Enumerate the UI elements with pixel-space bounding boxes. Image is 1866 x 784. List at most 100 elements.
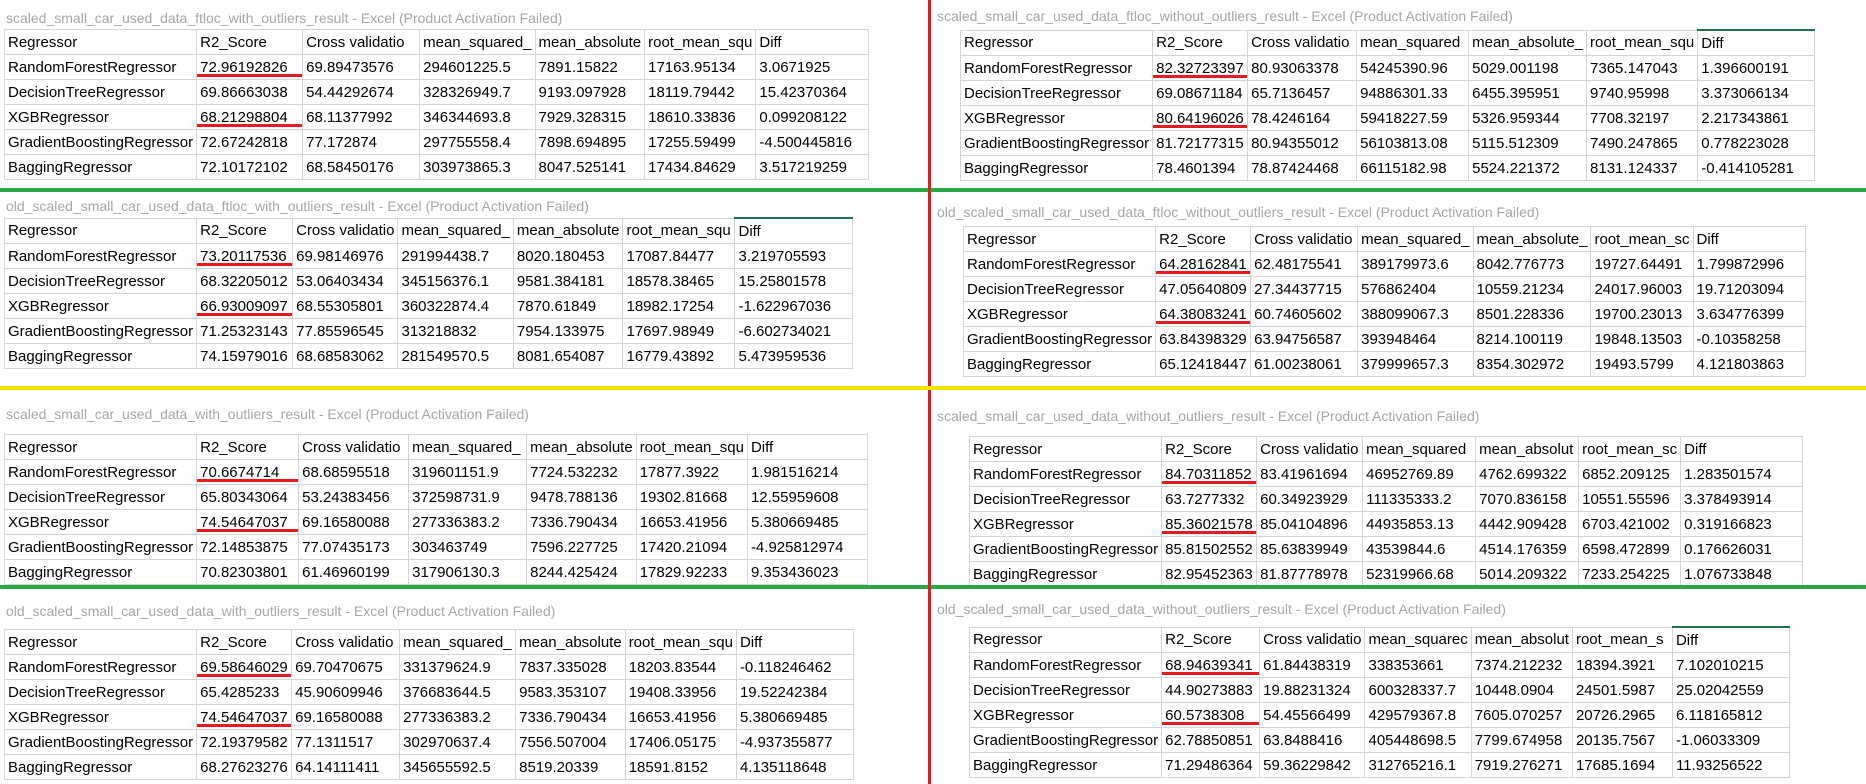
regressor-name-cell[interactable]: DecisionTreeRegressor (959, 80, 1154, 106)
value-cell[interactable]: 7365.147043 (1586, 55, 1699, 81)
value-cell[interactable]: 8042.776773 (1472, 251, 1592, 277)
value-cell[interactable]: 19700.23013 (1590, 301, 1694, 327)
value-cell[interactable]: 72.67242818 (196, 129, 304, 155)
value-cell[interactable]: 600328337.7 (1364, 677, 1472, 703)
value-cell[interactable]: 302970637.4 (399, 729, 517, 755)
value-cell[interactable]: 6.118165812 (1671, 702, 1790, 728)
value-cell[interactable]: 18203.83544 (624, 654, 737, 680)
value-cell[interactable]: 313218832 (397, 318, 514, 344)
value-cell[interactable]: 77.07435173 (298, 534, 410, 560)
header-cell[interactable]: root_mean_squ (1586, 29, 1699, 56)
value-cell[interactable]: 17829.92233 (635, 559, 748, 585)
value-cell[interactable]: 16653.41956 (624, 704, 737, 730)
value-cell[interactable]: 1.981516214 (746, 459, 868, 485)
value-cell[interactable]: 8020.180453 (512, 243, 624, 269)
value-cell[interactable]: 7336.790434 (526, 509, 637, 535)
header-cell[interactable]: Cross validatio (291, 629, 401, 655)
value-cell[interactable]: 69.58646029 (196, 654, 293, 680)
regressor-name-cell[interactable]: GradientBoostingRegressor (3, 129, 198, 155)
value-cell[interactable]: 388099067.3 (1357, 301, 1474, 327)
value-cell[interactable]: 66115182.98 (1356, 155, 1470, 181)
value-cell[interactable]: 85.81502552 (1161, 536, 1258, 562)
regressor-name-cell[interactable]: DecisionTreeRegressor (968, 677, 1163, 703)
value-cell[interactable]: 5014.209322 (1475, 561, 1580, 587)
value-cell[interactable]: 68.55305801 (292, 293, 399, 319)
value-cell[interactable]: 7605.070257 (1470, 702, 1573, 728)
value-cell[interactable]: 19.52242384 (735, 679, 854, 705)
value-cell[interactable]: 8214.100119 (1472, 326, 1592, 352)
value-cell[interactable]: 24501.5987 (1571, 677, 1673, 703)
value-cell[interactable]: 17255.59499 (644, 129, 757, 155)
value-cell[interactable]: 65.80343064 (196, 484, 300, 510)
value-cell[interactable]: 15.42370364 (755, 79, 870, 105)
value-cell[interactable]: 576862404 (1357, 276, 1474, 302)
value-cell[interactable]: 70.82303801 (196, 559, 300, 585)
value-cell[interactable]: 72.19379582 (196, 729, 293, 755)
value-cell[interactable]: 7233.254225 (1578, 561, 1682, 587)
regressor-name-cell[interactable]: DecisionTreeRegressor (968, 486, 1163, 512)
value-cell[interactable]: 3.378493914 (1680, 486, 1804, 512)
value-cell[interactable]: 71.25323143 (196, 318, 294, 344)
value-cell[interactable]: 393948464 (1357, 326, 1474, 352)
value-cell[interactable]: 4.135118648 (735, 754, 854, 780)
value-cell[interactable]: 69.70470675 (291, 654, 401, 680)
value-cell[interactable]: 281549570.5 (397, 343, 514, 369)
value-cell[interactable]: 19408.33956 (624, 679, 737, 705)
header-cell[interactable]: Cross validatio (1259, 626, 1366, 653)
value-cell[interactable]: 68.68583062 (292, 343, 399, 369)
regressor-name-cell[interactable]: DecisionTreeRegressor (3, 268, 198, 294)
header-cell[interactable]: R2_Score (196, 29, 304, 55)
value-cell[interactable]: 65.4285233 (196, 679, 293, 705)
regressor-name-cell[interactable]: DecisionTreeRegressor (962, 276, 1157, 302)
value-cell[interactable]: -4.937355877 (735, 729, 854, 755)
value-cell[interactable]: 7891.15822 (534, 54, 646, 80)
header-cell[interactable]: Diff (1697, 29, 1816, 56)
header-cell[interactable]: mean_squared_ (408, 434, 528, 460)
value-cell[interactable]: 64.38083241 (1155, 301, 1252, 327)
value-cell[interactable]: 7898.694895 (534, 129, 646, 155)
header-cell[interactable]: Regressor (962, 226, 1157, 252)
value-cell[interactable]: 65.7136457 (1247, 80, 1358, 106)
value-cell[interactable]: 5524.221372 (1468, 155, 1588, 181)
value-cell[interactable]: 379999657.3 (1357, 351, 1474, 377)
value-cell[interactable]: 20135.7567 (1571, 727, 1673, 753)
value-cell[interactable]: 68.27623276 (196, 754, 293, 780)
value-cell[interactable]: 8501.228336 (1472, 301, 1592, 327)
regressor-name-cell[interactable]: DecisionTreeRegressor (3, 79, 198, 105)
value-cell[interactable]: 6598.472899 (1578, 536, 1682, 562)
value-cell[interactable]: 8519.20339 (515, 754, 626, 780)
value-cell[interactable]: -6.602734021 (734, 318, 854, 344)
header-cell[interactable]: mean_squared_ (419, 29, 536, 55)
value-cell[interactable]: 2.217343861 (1697, 105, 1816, 131)
value-cell[interactable]: 376683644.5 (399, 679, 517, 705)
value-cell[interactable]: 17163.95134 (644, 54, 757, 80)
value-cell[interactable]: 17087.84477 (622, 243, 736, 269)
regressor-name-cell[interactable]: GradientBoostingRegressor (962, 326, 1157, 352)
header-cell[interactable]: mean_absolute (512, 217, 624, 244)
header-cell[interactable]: R2_Score (1152, 29, 1249, 56)
value-cell[interactable]: 68.94639341 (1161, 652, 1261, 678)
value-cell[interactable]: 4.121803863 (1692, 351, 1806, 377)
header-cell[interactable]: Regressor (968, 626, 1163, 653)
value-cell[interactable]: 18394.3921 (1571, 652, 1673, 678)
regressor-name-cell[interactable]: BaggingRegressor (968, 561, 1163, 587)
value-cell[interactable]: 18591.8152 (624, 754, 737, 780)
value-cell[interactable]: 18578.38465 (622, 268, 736, 294)
value-cell[interactable]: 82.32723397 (1152, 55, 1249, 81)
value-cell[interactable]: 11.93256522 (1671, 752, 1790, 778)
value-cell[interactable]: 346344693.8 (419, 104, 536, 130)
value-cell[interactable]: 0.319166823 (1680, 511, 1804, 537)
value-cell[interactable]: -0.118246462 (735, 654, 854, 680)
value-cell[interactable]: 69.98146976 (292, 243, 399, 269)
value-cell[interactable]: 19727.64491 (1590, 251, 1694, 277)
regressor-name-cell[interactable]: XGBRegressor (968, 511, 1163, 537)
regressor-name-cell[interactable]: XGBRegressor (3, 704, 198, 730)
value-cell[interactable]: 7556.507004 (515, 729, 626, 755)
header-cell[interactable]: Regressor (3, 629, 198, 655)
header-cell[interactable]: Regressor (959, 29, 1154, 56)
regressor-name-cell[interactable]: XGBRegressor (3, 293, 198, 319)
value-cell[interactable]: 20726.2965 (1571, 702, 1673, 728)
regressor-name-cell[interactable]: GradientBoostingRegressor (959, 130, 1154, 156)
value-cell[interactable]: 27.34437715 (1250, 276, 1359, 302)
value-cell[interactable]: 9.353436023 (746, 559, 868, 585)
